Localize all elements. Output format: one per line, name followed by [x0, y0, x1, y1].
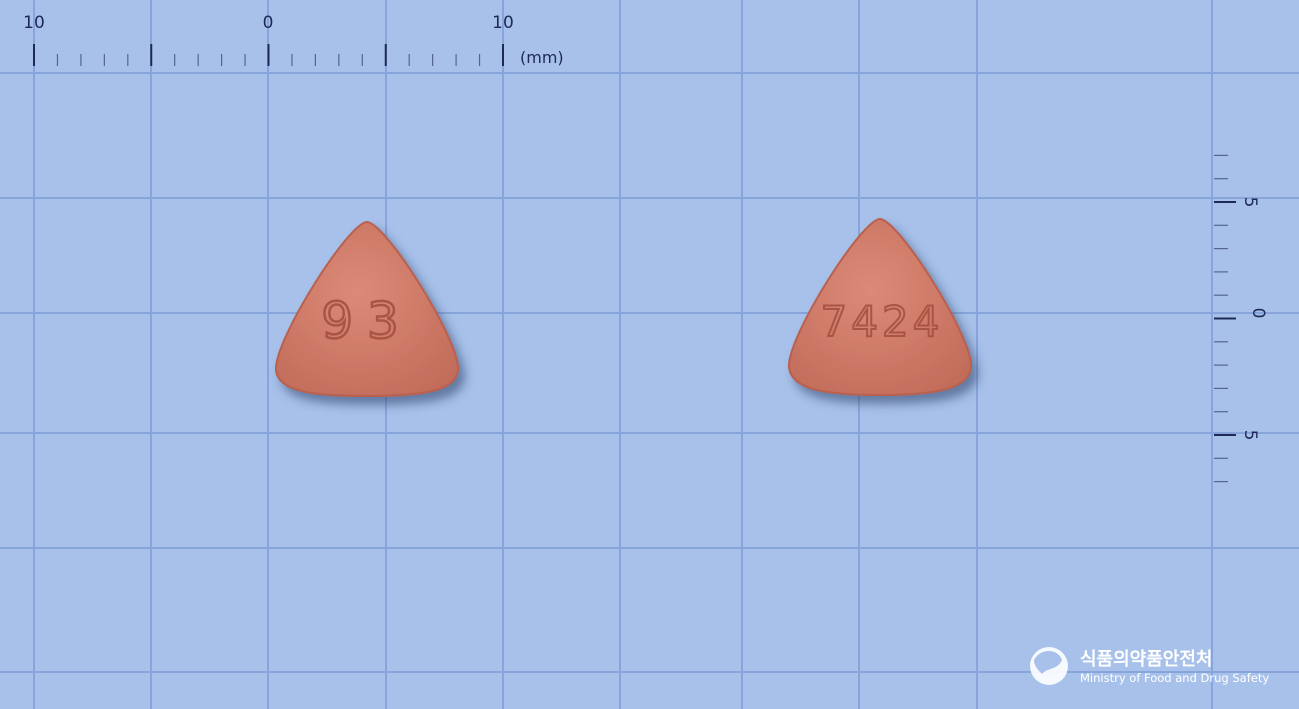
ruler-unit: (mm) — [520, 48, 564, 67]
pill — [274, 220, 460, 398]
logo-english: Ministry of Food and Drug Safety — [1080, 671, 1269, 685]
logo-korean: 식품의약품안전처 — [1080, 648, 1212, 670]
imprint: 7424 — [821, 297, 944, 346]
pill — [787, 217, 973, 397]
ruler-label: 5 — [1240, 197, 1260, 208]
imprint: 93 — [321, 292, 413, 350]
ruler-label: 0 — [1248, 308, 1268, 319]
logo-swirl — [1034, 651, 1062, 674]
ruler-label: 10 — [23, 13, 45, 33]
ruler — [33, 44, 1236, 483]
pill-front: 93 — [274, 220, 460, 398]
top-ruler-labels: 10 0 10 (mm) 5 0 5 — [23, 13, 1268, 440]
ruler-label: 0 — [263, 13, 274, 33]
logo: 식품의약품안전처 Ministry of Food and Drug Safet… — [1030, 647, 1269, 685]
pill-back: 7424 — [787, 217, 973, 397]
ruler-label: 5 — [1240, 430, 1260, 441]
ruler-label: 10 — [492, 13, 514, 33]
